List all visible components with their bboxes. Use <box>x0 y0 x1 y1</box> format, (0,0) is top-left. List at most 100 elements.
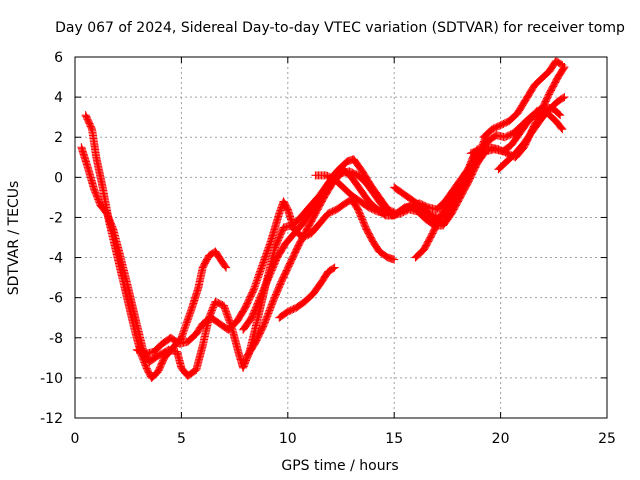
y-tick-label: -8 <box>49 331 63 347</box>
data-point <box>557 76 559 78</box>
data-point <box>495 134 497 136</box>
data-point <box>323 196 325 198</box>
data-point <box>223 305 225 307</box>
data-point <box>372 240 374 243</box>
data-point <box>148 361 151 363</box>
grid-lines <box>75 57 607 418</box>
data-point <box>195 333 197 335</box>
data-point <box>351 176 353 178</box>
data-point <box>540 118 542 120</box>
data-point <box>187 341 189 343</box>
data-point <box>227 329 229 331</box>
data-point <box>308 206 310 209</box>
data-point <box>504 136 506 138</box>
data-point <box>157 371 159 373</box>
data-point <box>136 323 138 325</box>
data-point <box>268 277 270 279</box>
data-point <box>359 200 361 202</box>
data-point <box>410 198 412 200</box>
data-point <box>259 297 261 299</box>
data-point <box>346 160 348 162</box>
tick-marks <box>74 56 608 419</box>
data-point <box>459 184 461 186</box>
data-point <box>512 132 514 134</box>
data-point <box>180 337 182 339</box>
data-point <box>202 345 204 347</box>
data-point <box>342 186 344 188</box>
y-tick-label: 6 <box>54 50 63 66</box>
data-point <box>297 244 300 247</box>
data-point <box>310 232 312 235</box>
data-point <box>293 232 295 235</box>
data-point <box>168 349 170 351</box>
chart-title: Day 067 of 2024, Sidereal Day-to-day VTE… <box>55 20 625 36</box>
y-tick-labels: -12 -10 -8 -6 -4 -2 0 2 4 6 <box>40 50 63 427</box>
data-point <box>236 321 238 323</box>
series-markers <box>494 93 569 174</box>
data-point <box>417 210 419 213</box>
data-point <box>344 202 346 205</box>
data-point <box>548 70 551 72</box>
data-point <box>382 206 385 209</box>
data-point <box>336 208 338 211</box>
data-point <box>542 76 544 78</box>
data-point <box>106 212 108 215</box>
data-point <box>455 196 457 198</box>
data-point <box>427 212 429 215</box>
data-point <box>314 174 317 176</box>
data-point <box>489 146 491 148</box>
data-point <box>497 148 500 150</box>
plot-frame <box>74 56 608 419</box>
x-tick-label: 25 <box>598 431 616 447</box>
data-point <box>425 218 427 221</box>
data-point <box>555 120 557 122</box>
data-point <box>465 176 468 178</box>
data-point <box>246 355 248 357</box>
data-point <box>506 152 508 154</box>
data-point <box>555 60 557 62</box>
data-point <box>563 96 566 98</box>
x-tick-label: 0 <box>71 431 80 447</box>
data-series <box>243 103 565 360</box>
data-point <box>357 208 359 211</box>
data-point <box>402 192 404 194</box>
data-point <box>431 232 434 235</box>
data-point <box>95 156 97 158</box>
y-tick-label: -10 <box>40 371 63 387</box>
data-point <box>280 281 283 283</box>
data-point <box>127 287 129 289</box>
data-point <box>285 242 287 245</box>
y-tick-label: -4 <box>49 251 63 267</box>
data-point <box>340 172 342 174</box>
data-point <box>321 281 323 283</box>
data-point <box>242 367 244 369</box>
data-point <box>561 64 563 66</box>
data-point <box>557 100 559 102</box>
data-point <box>80 146 82 148</box>
data-series <box>311 171 390 218</box>
y-tick-label: 4 <box>54 90 63 106</box>
data-point <box>374 194 376 196</box>
x-axis-label: GPS time / hours <box>281 458 398 474</box>
data-point <box>440 214 442 217</box>
data-point <box>399 212 402 215</box>
data-point <box>276 256 278 259</box>
series-markers <box>243 103 565 360</box>
data-point <box>102 186 104 188</box>
data-point <box>482 136 485 138</box>
data-point <box>319 222 321 225</box>
data-point <box>517 112 519 114</box>
data-series <box>81 111 231 382</box>
data-point <box>208 254 210 257</box>
data-point <box>210 317 212 319</box>
data-point <box>214 301 217 303</box>
data-point <box>144 353 146 355</box>
data-point <box>282 200 285 202</box>
data-point <box>365 228 368 231</box>
data-point <box>195 369 197 371</box>
data-point <box>548 92 551 94</box>
data-point <box>304 301 306 303</box>
series-markers <box>81 111 231 382</box>
data-point <box>306 228 308 231</box>
data-point <box>408 208 410 211</box>
